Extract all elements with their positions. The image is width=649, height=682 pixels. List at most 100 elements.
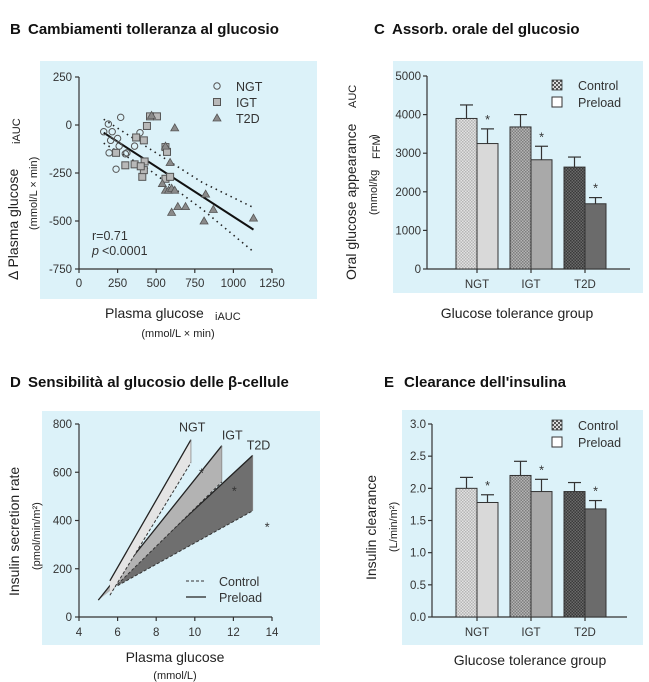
b-point-t2d (248, 213, 259, 222)
c-y-tick-label: 1000 (395, 225, 421, 237)
e-legend-swatch-control (551, 419, 563, 431)
d-y-tick-label: 600 (53, 467, 72, 479)
b-legend-marker-t2d (212, 113, 222, 122)
b-xlabel: Plasma glucose (105, 305, 204, 321)
b-point-igt (112, 148, 121, 157)
d-legend-label-control: Control (219, 575, 259, 589)
b-ylabel-sub: iAUC (11, 118, 23, 144)
c-y-tick-label: 4000 (395, 110, 421, 122)
b-point-t2d (157, 178, 168, 187)
b-point-ngt (113, 134, 122, 143)
b-regression-line (103, 131, 255, 231)
e-xlabel: Glucose tolerance group (454, 652, 607, 668)
c-xlabel: Glucose tolerance group (441, 305, 594, 321)
b-legend-marker-ngt (213, 82, 221, 90)
e-y-tick-label: 2.0 (410, 483, 426, 495)
b-y-tick-label: -500 (49, 216, 72, 228)
c-ylabel-sub: AUC (347, 85, 359, 108)
d-y-tick-label: 0 (66, 612, 72, 624)
c-bar-ngt-preload (476, 143, 499, 270)
c-legend-swatch-preload (551, 96, 563, 108)
b-ylabel-units: (mmol/L × min) (28, 157, 40, 230)
b-annotation-p-letter: p (91, 244, 99, 258)
e-bar-t2d-preload-significance: * (593, 485, 598, 499)
e-y-tick-label: 2.5 (410, 451, 426, 463)
d-legend-label-preload: Preload (219, 591, 262, 605)
b-point-igt (132, 133, 141, 142)
b-point-t2d (199, 216, 209, 225)
b-point-t2d (160, 141, 171, 150)
b-x-tick-label: 1000 (221, 278, 247, 290)
d-group-label-igt: IGT (222, 429, 243, 443)
d-x-tick-label: 12 (227, 627, 240, 639)
b-legend-label-ngt: NGT (236, 80, 263, 94)
e-bar-igt-control (509, 474, 532, 618)
c-bar-t2d-control (563, 166, 586, 270)
e-bar-igt-preload-significance: * (539, 463, 544, 477)
c-y-tick-label: 0 (415, 264, 421, 276)
c-ylabel-units: (mmol/kg (368, 170, 380, 215)
c-bar-t2d-preload-significance: * (593, 182, 598, 196)
b-point-t2d (166, 207, 177, 216)
d-preload-line-ngt (109, 439, 192, 582)
b-x-tick-label: 250 (108, 278, 127, 290)
c-legend-label-control: Control (578, 79, 618, 93)
c-category-label: T2D (574, 279, 596, 291)
d-group-label-ngt: NGT (179, 421, 206, 435)
e-y-tick-label: 0.5 (410, 580, 426, 592)
b-y-tick-label: -750 (49, 264, 72, 276)
c-ylabel-units-sub: FFM (371, 136, 383, 159)
d-y-tick-label: 400 (53, 516, 72, 528)
b-ylabel: Δ Plasma glucose (5, 168, 21, 280)
c-legend-swatch-control (551, 79, 563, 91)
c-bar-igt-control (509, 126, 532, 270)
d-x-tick-label: 4 (76, 627, 83, 639)
b-legend-label-igt: IGT (236, 96, 257, 110)
d-significance-t2d: * (265, 520, 270, 534)
b-point-t2d (173, 201, 183, 210)
b-y-tick-label: 0 (66, 120, 72, 132)
b-annotation-p: <0.0001 (102, 244, 148, 258)
panel-c-title: Assorb. orale del glucosio (392, 21, 580, 38)
e-legend-label-preload: Preload (578, 436, 621, 450)
b-point-ngt (112, 165, 120, 173)
panel-d-letter: D (10, 374, 21, 391)
b-point-igt (166, 172, 175, 181)
b-point-t2d (165, 157, 175, 166)
b-annotation-r: r=0.71 (92, 229, 128, 243)
b-point-ngt (123, 149, 131, 157)
b-point-t2d (180, 201, 191, 210)
e-bar-igt-preload (530, 491, 553, 618)
c-bar-ngt-control (455, 117, 478, 270)
panel-c-letter: C (374, 21, 385, 38)
b-point-t2d (200, 189, 211, 198)
b-xlabel-sub: iAUC (215, 311, 241, 323)
panel-e-letter: E (384, 374, 394, 391)
e-y-tick-label: 1.5 (410, 516, 426, 528)
b-y-tick-label: 250 (53, 72, 72, 84)
b-point-t2d (170, 123, 180, 132)
c-y-tick-label: 2000 (395, 187, 421, 199)
e-legend-swatch-preload (551, 436, 563, 448)
e-category-label: T2D (574, 627, 596, 639)
d-group-label-t2d: T2D (247, 438, 271, 452)
b-point-t2d (170, 185, 180, 194)
c-category-label: NGT (465, 279, 489, 291)
d-control-line-ngt (109, 462, 192, 596)
e-ylabel-units: (L/min/m²) (388, 502, 400, 552)
e-category-label: NGT (465, 627, 489, 639)
e-y-tick-label: 1.0 (410, 548, 426, 560)
e-category-label: IGT (521, 627, 540, 639)
b-point-t2d (208, 204, 219, 213)
c-ylabel: Oral glucose appearance (343, 123, 359, 280)
c-y-tick-label: 5000 (395, 71, 421, 83)
d-x-tick-label: 14 (266, 627, 279, 639)
c-bar-igt-preload (530, 159, 553, 270)
b-point-ngt (116, 113, 125, 122)
panel-b-letter: B (10, 21, 21, 38)
d-control-line-igt (113, 481, 223, 589)
d-xlabel-units: (mmol/L) (153, 670, 196, 682)
d-xlabel: Plasma glucose (126, 649, 225, 665)
b-x-tick-label: 500 (147, 278, 166, 290)
d-significance-igt: * (232, 485, 237, 499)
